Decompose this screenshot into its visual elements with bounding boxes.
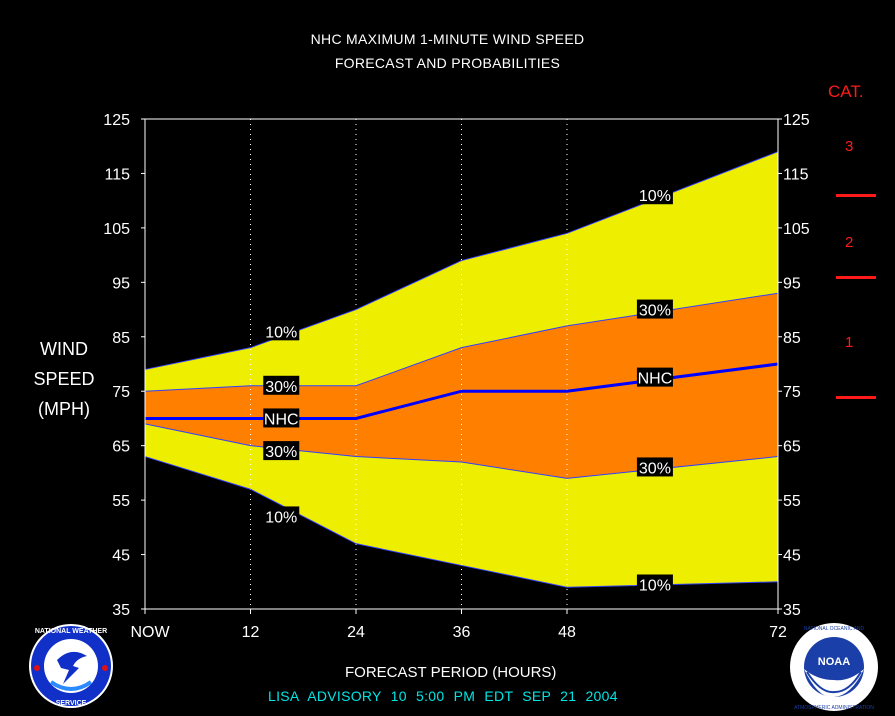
y-tick-label-left: 65: [112, 439, 130, 456]
x-tick-label: 36: [453, 624, 471, 641]
y-axis-label-line3: (MPH): [38, 399, 90, 419]
y-ticks: 35 35 45 45 55 55 65 65 75 75 85 85 95 95 105 105 115 115…: [103, 112, 810, 619]
y-tick-label-right: 75: [783, 384, 801, 401]
chart-title-line1: NHC MAXIMUM 1-MINUTE WIND SPEED: [310, 31, 585, 47]
series-label: 10%: [265, 509, 297, 526]
y-tick-label-right: 105: [783, 221, 810, 238]
series-label-box: [263, 506, 300, 526]
series-labels: 10% 30% NHC 30% 10% 10% 30% NHC 30% 10%: [263, 185, 673, 595]
y-tick-label-right: 35: [783, 602, 801, 619]
series-label-box: [263, 441, 300, 461]
y-tick-label-right: 115: [783, 166, 809, 183]
nhc-forecast-line: [145, 362, 779, 420]
svg-text:NATIONAL OCEANIC AND: NATIONAL OCEANIC AND: [804, 626, 865, 632]
category-header: CAT.: [828, 82, 864, 101]
thirty-percent-band: [145, 293, 778, 479]
gridlines: [250, 119, 568, 609]
series-label: NHC: [264, 411, 299, 428]
national-weather-service-logo: NATIONAL WEATHER SERVICE: [29, 624, 113, 708]
y-tick-label-left: 75: [112, 384, 130, 401]
y-tick-label-left: 95: [112, 275, 130, 292]
chart-title-line2: FORECAST AND PROBABILITIES: [334, 55, 561, 71]
x-axis-label: FORECAST PERIOD (HOURS): [345, 664, 557, 681]
x-ticks: NOW 12 24 36 48 72: [130, 609, 787, 641]
series-outline: [144, 423, 779, 479]
y-tick-label-right: 55: [783, 493, 801, 510]
series-label-box: [263, 375, 300, 395]
series-label: 30%: [639, 303, 671, 320]
x-tick-label: 72: [769, 624, 787, 641]
category-boundary: [836, 395, 876, 399]
y-tick-label-left: 35: [112, 602, 130, 619]
nws-ring-text: NATIONAL WEATHER: [35, 628, 107, 635]
noaa-wordmark: NOAA: [818, 656, 850, 668]
series-label-box: [636, 367, 673, 387]
category-boundary: [836, 275, 876, 279]
series-label-box: [636, 299, 673, 319]
y-tick-label-right: 65: [783, 439, 801, 456]
y-tick-label-left: 45: [112, 548, 130, 565]
series-label: 30%: [265, 379, 297, 396]
svg-text:SERVICE: SERVICE: [56, 700, 87, 707]
x-tick-label: 12: [242, 624, 260, 641]
category-label-3: 3: [845, 138, 854, 156]
band-outlines: [144, 151, 779, 588]
series-label: NHC: [638, 371, 673, 388]
category-boundary: [836, 194, 876, 198]
y-axis-label-line1: WIND: [40, 339, 88, 359]
x-tick-label: 48: [558, 624, 576, 641]
series-label: 10%: [639, 578, 671, 595]
series-label-box: [636, 574, 673, 594]
series-label: 30%: [639, 460, 671, 477]
series-outline: [144, 151, 779, 370]
y-tick-label-left: 115: [104, 166, 130, 183]
y-tick-label-right: 95: [783, 275, 801, 292]
series-label-box: [263, 408, 300, 428]
series-label: 30%: [265, 444, 297, 461]
series-label-box: [636, 185, 673, 205]
x-tick-label: NOW: [130, 624, 170, 641]
x-tick-label: 24: [347, 624, 365, 641]
y-tick-label-right: 85: [783, 330, 801, 347]
category-label-1: 1: [845, 334, 854, 352]
series-label-box: [636, 457, 673, 477]
y-axis-label-line2: SPEED: [33, 369, 95, 389]
series-label-box: [263, 321, 300, 341]
category-label-2: 2: [845, 233, 854, 251]
y-tick-label-left: 85: [112, 330, 130, 347]
svg-text:ATMOSPHERIC ADMINISTRATION: ATMOSPHERIC ADMINISTRATION: [794, 705, 874, 711]
y-tick-label-right: 45: [783, 548, 801, 565]
series-label: 10%: [265, 324, 297, 341]
advisory-footer: LISA ADVISORY 10 5:00 PM EDT SEP 21 2004: [268, 688, 618, 704]
y-tick-label-left: 125: [103, 112, 130, 129]
y-tick-label-left: 55: [112, 493, 130, 510]
y-tick-label-right: 125: [783, 112, 810, 129]
series-label: 10%: [639, 188, 671, 205]
noaa-logo: NOAA NATIONAL OCEANIC AND ATMOSPHERIC AD…: [790, 623, 878, 711]
y-tick-label-left: 105: [103, 221, 130, 238]
series-outline: [144, 456, 779, 588]
series-outline: [144, 292, 779, 392]
